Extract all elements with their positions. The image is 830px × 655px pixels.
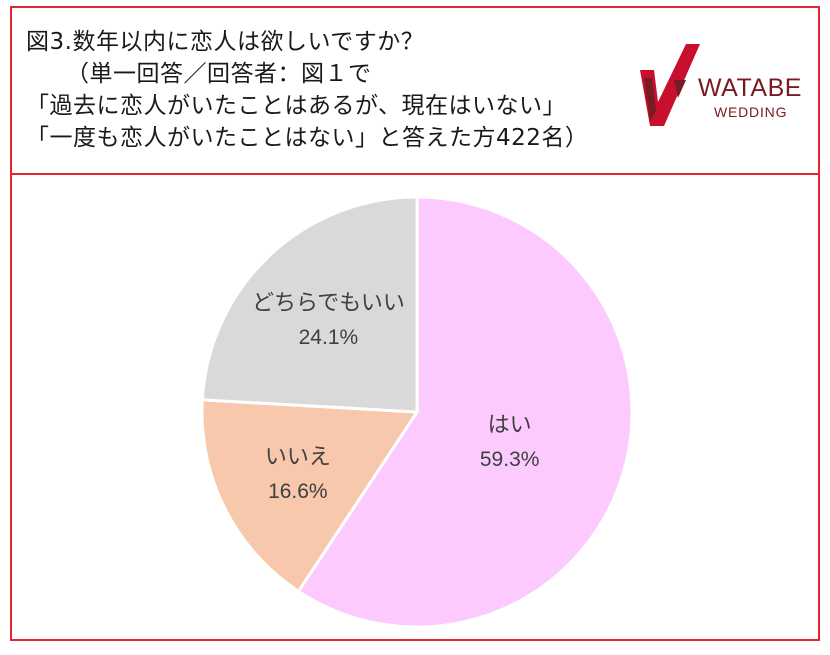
logo-sub-text: WEDDING bbox=[714, 104, 788, 120]
pie-slice-2 bbox=[200, 398, 420, 594]
title-line-2: （単一回答／回答者：図１で bbox=[66, 61, 372, 87]
slice-label-3: どちらでもいい bbox=[252, 291, 405, 316]
slice-label-2: いいえ bbox=[265, 445, 331, 470]
slice-percent-2: 16.6% bbox=[268, 480, 328, 503]
watabe-wedding-logo: WATABE WEDDING bbox=[634, 40, 814, 132]
title-line-1: 図3.数年以内に恋人は欲しいですか？ bbox=[26, 29, 425, 55]
header-panel: 図3.数年以内に恋人は欲しいですか？ （単一回答／回答者：図１で 「過去に恋人が… bbox=[12, 8, 818, 175]
slice-percent-1: 59.3% bbox=[480, 448, 540, 471]
title-line-4: 「一度も恋人がいたことはない」と答えた方422名） bbox=[26, 125, 589, 151]
pie-slice-1 bbox=[296, 195, 634, 629]
figure-frame: 図3.数年以内に恋人は欲しいですか？ （単一回答／回答者：図１で 「過去に恋人が… bbox=[10, 6, 820, 641]
checkmark-logo-icon bbox=[640, 44, 700, 126]
logo-brand-text: WATABE bbox=[698, 74, 802, 102]
title-line-3: 「過去に恋人がいたことはあるが、現在はいない」 bbox=[26, 93, 567, 119]
slice-percent-3: 24.1% bbox=[299, 326, 359, 349]
pie-chart: はい 59.3% いいえ 16.6% どちらでもいい 24.1% bbox=[200, 195, 634, 629]
pie-slice-3 bbox=[200, 195, 419, 414]
slice-label-1: はい bbox=[488, 413, 532, 438]
